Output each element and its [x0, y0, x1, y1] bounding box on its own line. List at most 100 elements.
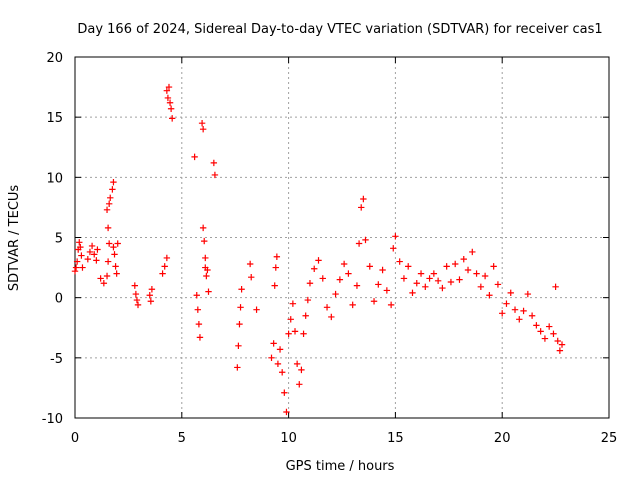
data-point [105, 200, 113, 208]
y-tick-label: 0 [55, 292, 63, 307]
data-point [545, 323, 553, 330]
data-point [533, 322, 540, 329]
data-point [417, 270, 425, 277]
data-point [234, 364, 241, 371]
data-point [464, 266, 472, 274]
data-point [528, 312, 536, 319]
data-point [253, 306, 260, 313]
data-point [97, 275, 104, 282]
data-point [336, 276, 344, 283]
data-point [447, 278, 455, 286]
data-point [93, 257, 100, 264]
data-point [473, 270, 480, 277]
data-point [104, 258, 112, 265]
data-point [271, 282, 278, 289]
data-point [163, 87, 171, 94]
data-point [72, 264, 80, 271]
data-point [191, 153, 198, 161]
data-point [516, 316, 523, 323]
data-point [355, 240, 363, 247]
data-point [387, 301, 395, 309]
data-point [148, 286, 156, 293]
data-point [71, 267, 79, 275]
data-point [195, 320, 203, 328]
data-point [400, 275, 408, 282]
data-point [268, 354, 275, 362]
data-point [298, 366, 305, 374]
data-point [133, 296, 141, 304]
data-point [199, 126, 207, 133]
y-tick-label: 5 [55, 232, 63, 247]
data-point [211, 171, 219, 179]
axis-ticks [74, 56, 610, 419]
data-point [375, 281, 382, 288]
data-point [113, 270, 120, 277]
data-point [366, 263, 373, 270]
data-point [166, 99, 174, 106]
data-point [105, 240, 113, 247]
data-point [73, 258, 81, 265]
data-point [349, 301, 356, 309]
y-tick-label: -5 [50, 352, 63, 367]
data-point [114, 240, 121, 247]
data-point [558, 341, 566, 348]
data-point [196, 334, 204, 341]
data-point [311, 265, 318, 272]
data-point [477, 283, 485, 291]
y-tick-label: 10 [46, 171, 63, 186]
data-point [443, 263, 450, 270]
data-point [77, 243, 84, 251]
data-point [283, 408, 290, 416]
data-point [204, 266, 211, 274]
data-point [353, 282, 361, 289]
grid [75, 57, 609, 418]
y-tick-label: 20 [46, 51, 63, 66]
x-tick-label: 20 [494, 431, 511, 446]
data-point [552, 283, 559, 291]
data-point [278, 369, 286, 376]
chart-title: Day 166 of 2024, Sidereal Day-to-day VTE… [77, 22, 602, 37]
data-point [511, 306, 519, 313]
data-point [460, 255, 467, 263]
data-point [236, 320, 243, 328]
data-point [469, 248, 476, 256]
data-point [379, 266, 386, 274]
data-point [358, 204, 365, 211]
data-point [134, 301, 142, 309]
data-point [332, 290, 339, 298]
data-point [370, 298, 378, 305]
data-point [392, 233, 399, 240]
x-tick-label: 15 [387, 431, 404, 446]
data-point [276, 346, 284, 353]
data-point [112, 263, 119, 270]
data-point [537, 328, 544, 335]
data-point [199, 224, 207, 232]
data-point [383, 287, 391, 294]
x-tick-label: 5 [178, 431, 186, 446]
data-point [362, 236, 369, 244]
data-point [405, 263, 412, 270]
data-point [237, 304, 244, 311]
data-point [287, 316, 294, 323]
data-point [246, 260, 254, 268]
data-point [86, 248, 94, 256]
data-point [132, 290, 140, 298]
data-point [556, 347, 564, 354]
data-point [328, 313, 335, 321]
data-point [494, 281, 502, 288]
data-point [481, 272, 489, 280]
data-point [302, 312, 309, 319]
data-point [524, 290, 532, 298]
data-point [79, 264, 86, 271]
data-point [289, 300, 297, 307]
data-point [110, 178, 117, 186]
data-point [88, 242, 96, 250]
data-point [360, 195, 367, 203]
data-point [165, 83, 173, 91]
data-point [434, 277, 442, 285]
data-point [507, 289, 514, 297]
data-point [76, 239, 83, 246]
data-points [71, 83, 566, 416]
data-point [84, 255, 92, 263]
data-point [193, 292, 200, 299]
